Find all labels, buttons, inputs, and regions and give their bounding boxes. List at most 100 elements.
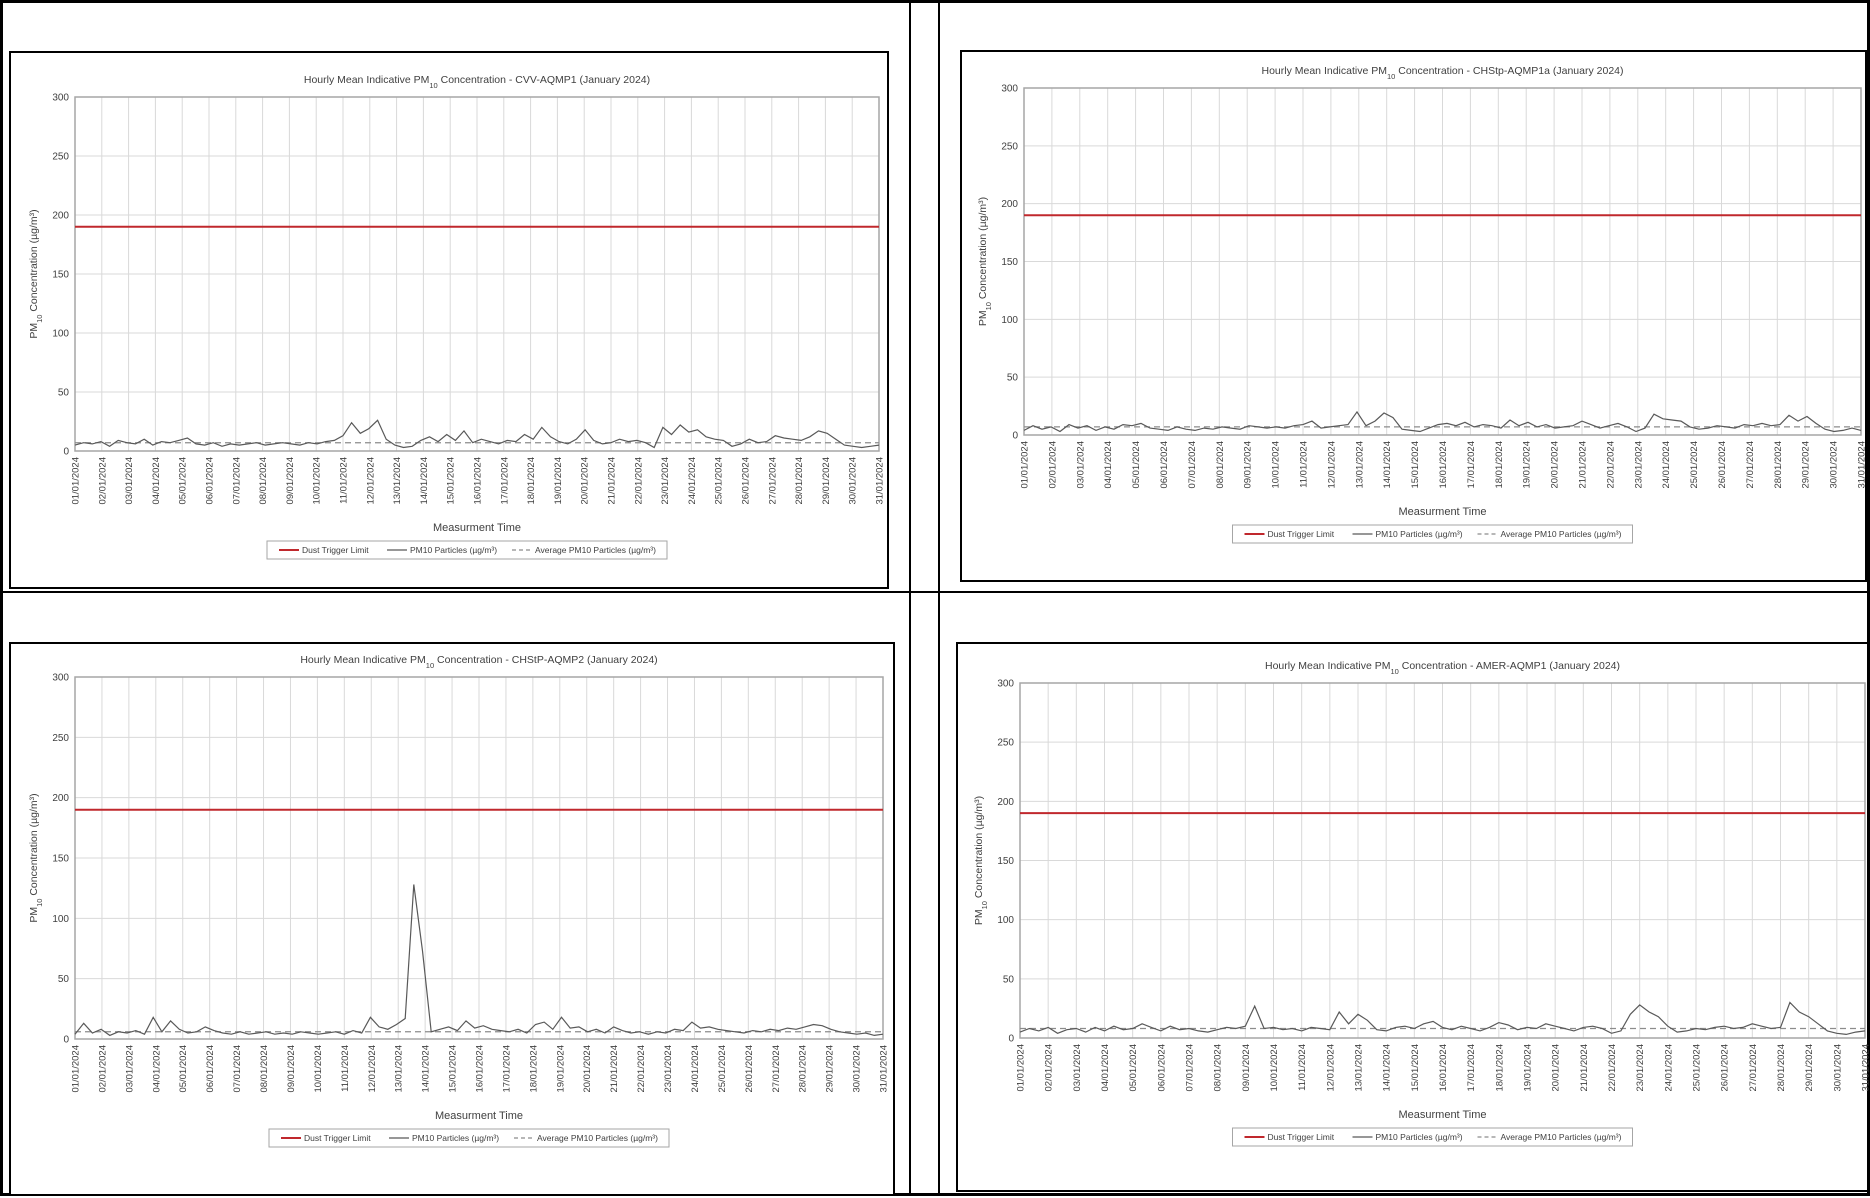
x-tick-label: 26/01/2024 <box>741 457 752 505</box>
x-tick-label: 22/01/2024 <box>1605 441 1616 489</box>
x-tick-label: 26/01/2024 <box>744 1045 755 1093</box>
x-tick-label: 31/01/2024 <box>1857 441 1868 489</box>
x-tick-label: 05/01/2024 <box>1131 441 1142 489</box>
y-tick-label: 200 <box>997 797 1014 808</box>
x-tick-label: 11/01/2024 <box>1299 441 1310 488</box>
x-tick-label: 17/01/2024 <box>499 457 510 505</box>
x-tick-label: 20/01/2024 <box>1550 441 1561 489</box>
y-tick-label: 300 <box>52 93 69 104</box>
x-tick-label: 02/01/2024 <box>1047 441 1058 489</box>
y-tick-label: 250 <box>997 738 1014 749</box>
x-tick-label: 08/01/2024 <box>1215 441 1226 489</box>
x-tick-label: 29/01/2024 <box>1804 1044 1815 1092</box>
x-tick-label: 11/01/2024 <box>340 1045 351 1092</box>
x-tick-label: 29/01/2024 <box>825 1045 836 1093</box>
x-tick-label: 27/01/2024 <box>767 457 778 505</box>
x-tick-label: 23/01/2024 <box>663 1045 674 1093</box>
legend-label-pm10: PM10 Particles (µg/m³) <box>1376 529 1463 539</box>
x-axis-label: Measurment Time <box>435 1110 523 1122</box>
x-tick-label: 27/01/2024 <box>771 1045 782 1093</box>
y-tick-label: 200 <box>1001 199 1018 210</box>
x-tick-label: 30/01/2024 <box>1829 441 1840 489</box>
y-tick-label: 150 <box>52 854 69 865</box>
x-tick-label: 11/01/2024 <box>339 457 350 504</box>
x-tick-label: 01/01/2024 <box>71 457 82 505</box>
x-tick-label: 01/01/2024 <box>71 1045 82 1093</box>
x-tick-label: 15/01/2024 <box>446 457 457 505</box>
x-tick-label: 09/01/2024 <box>1243 441 1254 489</box>
y-tick-label: 250 <box>52 152 69 163</box>
x-tick-label: 04/01/2024 <box>151 457 162 505</box>
x-tick-label: 18/01/2024 <box>528 1045 539 1093</box>
x-tick-label: 05/01/2024 <box>1128 1044 1139 1092</box>
legend-label-avg: Average PM10 Particles (µg/m³) <box>537 1133 658 1143</box>
x-tick-label: 16/01/2024 <box>1438 1044 1449 1092</box>
x-tick-label: 23/01/2024 <box>1633 441 1644 489</box>
x-tick-label: 24/01/2024 <box>1663 1044 1674 1092</box>
x-tick-label: 06/01/2024 <box>1159 441 1170 489</box>
x-tick-label: 18/01/2024 <box>526 457 537 505</box>
chart-cvv-aqmp1: Hourly Mean Indicative PM10 Concentratio… <box>9 51 889 589</box>
x-tick-label: 21/01/2024 <box>1579 1044 1590 1092</box>
x-tick-label: 23/01/2024 <box>660 457 671 505</box>
y-tick-label: 100 <box>52 329 69 340</box>
x-tick-label: 15/01/2024 <box>448 1045 459 1093</box>
x-tick-label: 30/01/2024 <box>1832 1044 1843 1092</box>
x-tick-label: 04/01/2024 <box>1100 1044 1111 1092</box>
x-tick-label: 26/01/2024 <box>1717 441 1728 489</box>
x-tick-label: 05/01/2024 <box>178 1045 189 1093</box>
x-tick-label: 10/01/2024 <box>312 457 323 505</box>
x-tick-label: 25/01/2024 <box>1689 441 1700 489</box>
legend-label-pm10: PM10 Particles (µg/m³) <box>1376 1132 1463 1142</box>
x-tick-label: 09/01/2024 <box>286 1045 297 1093</box>
y-tick-label: 100 <box>1001 315 1018 326</box>
x-tick-label: 04/01/2024 <box>151 1045 162 1093</box>
y-tick-label: 0 <box>1008 1034 1014 1045</box>
x-tick-label: 31/01/2024 <box>879 1045 890 1093</box>
x-tick-label: 25/01/2024 <box>717 1045 728 1093</box>
y-tick-label: 150 <box>52 270 69 281</box>
x-tick-label: 22/01/2024 <box>636 1045 647 1093</box>
y-tick-label: 300 <box>52 673 69 684</box>
x-tick-label: 27/01/2024 <box>1745 441 1756 489</box>
x-tick-label: 02/01/2024 <box>1044 1044 1055 1092</box>
x-tick-label: 12/01/2024 <box>367 1045 378 1093</box>
x-tick-label: 25/01/2024 <box>714 457 725 505</box>
y-tick-label: 250 <box>1001 141 1018 152</box>
x-tick-label: 30/01/2024 <box>852 1045 863 1093</box>
chart-title: Hourly Mean Indicative PM10 Concentratio… <box>300 654 657 670</box>
y-axis-label: PM10 Concentration (µg/m³) <box>973 796 989 925</box>
y-tick-label: 100 <box>52 914 69 925</box>
legend-label-avg: Average PM10 Particles (µg/m³) <box>535 545 656 555</box>
x-tick-label: 10/01/2024 <box>313 1045 324 1093</box>
x-tick-label: 20/01/2024 <box>1551 1044 1562 1092</box>
x-tick-label: 17/01/2024 <box>1466 1044 1477 1092</box>
x-tick-label: 21/01/2024 <box>609 1045 620 1093</box>
y-tick-label: 200 <box>52 211 69 222</box>
y-tick-label: 50 <box>58 388 70 399</box>
y-tick-label: 250 <box>52 733 69 744</box>
x-tick-label: 31/01/2024 <box>875 457 886 505</box>
x-tick-label: 10/01/2024 <box>1269 1044 1280 1092</box>
x-tick-label: 06/01/2024 <box>205 1045 216 1093</box>
x-tick-label: 03/01/2024 <box>1072 1044 1083 1092</box>
x-tick-label: 15/01/2024 <box>1410 441 1421 489</box>
chart-chstp-aqmp1a: Hourly Mean Indicative PM10 Concentratio… <box>960 50 1867 582</box>
y-tick-label: 200 <box>52 793 69 804</box>
chart-chstp-aqmp2: Hourly Mean Indicative PM10 Concentratio… <box>9 642 895 1196</box>
x-tick-label: 06/01/2024 <box>1156 1044 1167 1092</box>
x-tick-label: 17/01/2024 <box>1466 441 1477 489</box>
x-tick-label: 29/01/2024 <box>1801 441 1812 489</box>
x-tick-label: 07/01/2024 <box>231 457 242 505</box>
x-tick-label: 13/01/2024 <box>1354 1044 1365 1092</box>
y-tick-label: 300 <box>1001 84 1018 95</box>
y-tick-label: 0 <box>63 447 69 458</box>
x-tick-label: 09/01/2024 <box>1241 1044 1252 1092</box>
y-tick-label: 50 <box>1007 373 1019 384</box>
x-tick-label: 14/01/2024 <box>1382 1044 1393 1092</box>
x-tick-label: 06/01/2024 <box>205 457 216 505</box>
x-tick-label: 09/01/2024 <box>285 457 296 505</box>
x-tick-label: 03/01/2024 <box>124 457 135 505</box>
x-tick-label: 07/01/2024 <box>1187 441 1198 489</box>
x-tick-label: 19/01/2024 <box>1523 1044 1534 1092</box>
